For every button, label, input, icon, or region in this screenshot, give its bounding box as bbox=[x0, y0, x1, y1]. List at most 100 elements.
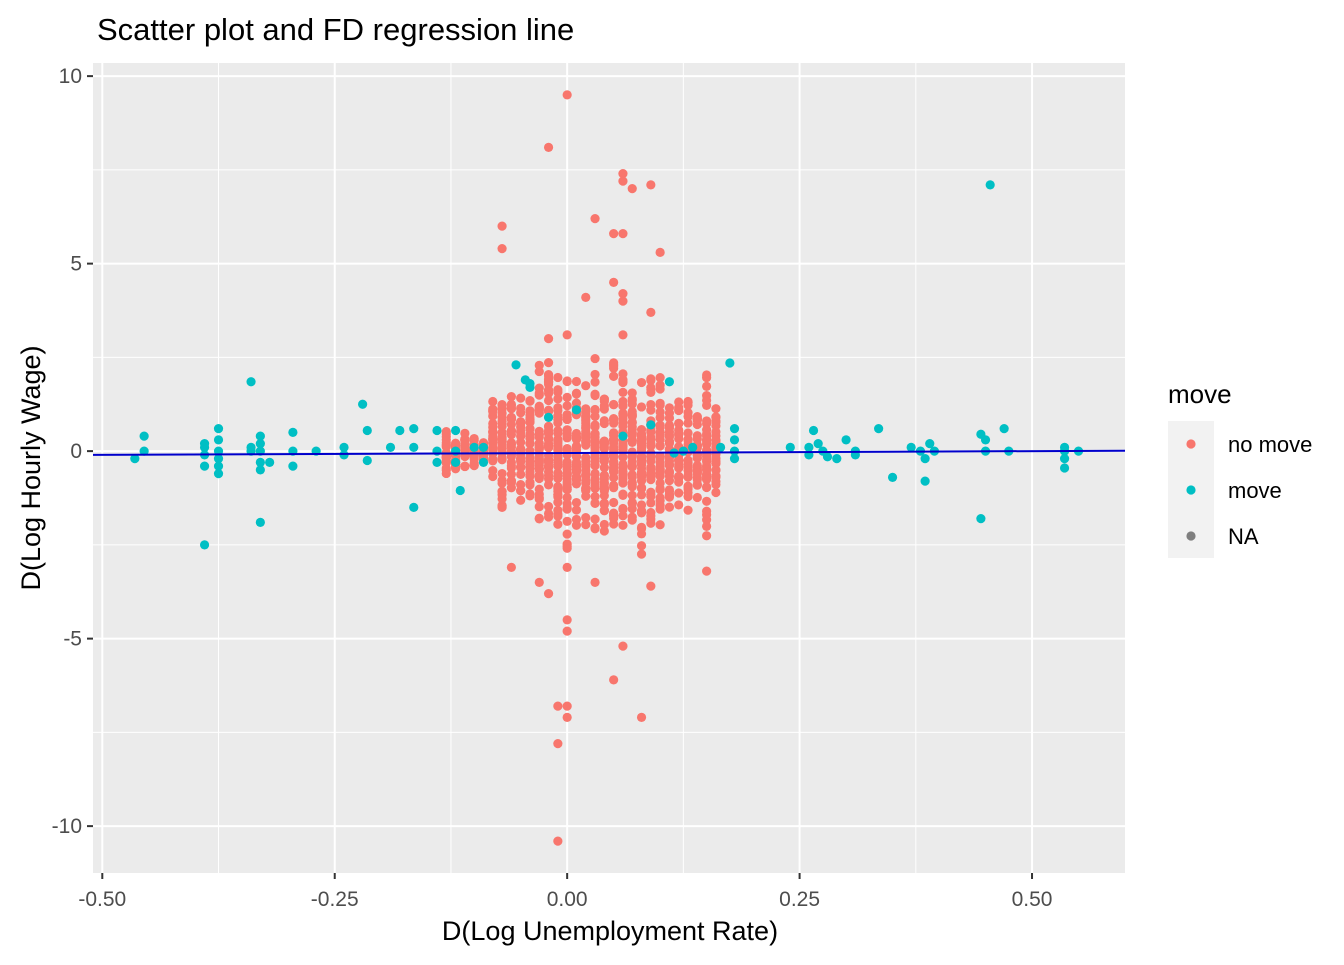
data-point bbox=[702, 531, 712, 541]
data-point bbox=[609, 371, 619, 381]
data-point bbox=[618, 296, 628, 306]
data-point bbox=[646, 307, 656, 317]
data-point bbox=[655, 435, 665, 445]
data-point bbox=[646, 581, 656, 591]
data-point bbox=[674, 456, 684, 466]
data-point bbox=[618, 408, 628, 418]
data-point bbox=[581, 457, 591, 467]
data-point bbox=[655, 373, 665, 383]
data-point bbox=[599, 418, 609, 429]
data-point bbox=[571, 505, 582, 515]
data-point bbox=[609, 415, 619, 426]
data-point bbox=[562, 330, 572, 340]
data-point bbox=[609, 399, 619, 410]
data-point bbox=[255, 465, 265, 475]
data-point bbox=[255, 517, 265, 527]
data-point bbox=[581, 520, 591, 530]
data-point bbox=[655, 495, 665, 506]
data-point bbox=[553, 394, 563, 404]
data-point bbox=[339, 442, 349, 452]
data-point bbox=[553, 471, 563, 482]
data-point bbox=[609, 434, 619, 445]
data-point bbox=[581, 404, 591, 414]
data-point bbox=[543, 358, 554, 368]
data-point bbox=[646, 383, 656, 393]
data-point bbox=[525, 446, 535, 456]
data-point bbox=[655, 520, 665, 530]
data-point bbox=[525, 382, 535, 392]
data-point bbox=[590, 435, 600, 445]
data-point bbox=[674, 500, 684, 510]
data-point bbox=[920, 454, 930, 464]
data-point bbox=[562, 462, 572, 472]
data-point bbox=[618, 641, 628, 651]
y-tick-label: 10 bbox=[59, 65, 82, 88]
data-point bbox=[692, 414, 702, 424]
data-point bbox=[525, 424, 535, 434]
data-point bbox=[525, 477, 535, 487]
data-point bbox=[525, 457, 535, 467]
data-point bbox=[553, 372, 563, 383]
data-point bbox=[702, 381, 712, 391]
data-point bbox=[702, 395, 712, 405]
data-point bbox=[571, 376, 582, 387]
data-point bbox=[497, 502, 507, 513]
data-point bbox=[599, 444, 609, 454]
y-axis: -10 -5 0 5 10 bbox=[52, 65, 93, 838]
data-point bbox=[664, 502, 675, 512]
data-point bbox=[683, 398, 693, 408]
data-point bbox=[715, 442, 726, 452]
data-point bbox=[562, 492, 572, 503]
data-point bbox=[609, 358, 619, 368]
data-points bbox=[130, 90, 1084, 846]
data-point bbox=[255, 457, 265, 467]
data-point bbox=[618, 375, 628, 385]
data-point bbox=[562, 701, 572, 711]
data-point bbox=[664, 377, 675, 387]
data-point bbox=[636, 712, 647, 722]
data-point bbox=[525, 430, 535, 440]
data-point bbox=[553, 452, 563, 462]
legend-key bbox=[1186, 439, 1196, 449]
data-point bbox=[618, 452, 628, 462]
data-point bbox=[562, 504, 572, 514]
data-point bbox=[729, 424, 740, 434]
data-point bbox=[702, 425, 712, 435]
data-point bbox=[525, 417, 535, 427]
data-point bbox=[543, 371, 554, 381]
data-point bbox=[525, 396, 535, 406]
data-point bbox=[516, 393, 526, 403]
data-point bbox=[590, 390, 600, 401]
data-point bbox=[432, 457, 442, 467]
data-point bbox=[534, 577, 544, 587]
data-point bbox=[636, 476, 647, 486]
legend-title: move bbox=[1168, 379, 1232, 409]
data-point bbox=[655, 458, 665, 468]
data-point bbox=[534, 408, 544, 418]
data-point bbox=[590, 523, 600, 533]
data-point bbox=[497, 487, 507, 497]
data-point bbox=[683, 418, 693, 428]
data-point bbox=[534, 494, 544, 504]
data-point bbox=[213, 454, 224, 464]
data-point bbox=[534, 383, 544, 393]
data-point bbox=[627, 406, 637, 417]
data-point bbox=[636, 490, 647, 500]
data-point bbox=[664, 460, 675, 470]
data-point bbox=[627, 429, 637, 439]
x-tick-label: 0.00 bbox=[547, 888, 588, 911]
data-point bbox=[506, 403, 516, 413]
data-point bbox=[646, 441, 656, 451]
data-point bbox=[646, 435, 656, 445]
x-tick-label: -0.25 bbox=[311, 888, 359, 911]
data-point bbox=[636, 402, 647, 412]
x-tick-label: -0.50 bbox=[78, 888, 126, 911]
data-point bbox=[562, 562, 572, 572]
data-point bbox=[525, 406, 535, 416]
data-point bbox=[265, 457, 275, 467]
data-point bbox=[646, 498, 656, 508]
data-point bbox=[636, 522, 647, 532]
data-point bbox=[711, 404, 721, 414]
data-point bbox=[255, 439, 265, 449]
